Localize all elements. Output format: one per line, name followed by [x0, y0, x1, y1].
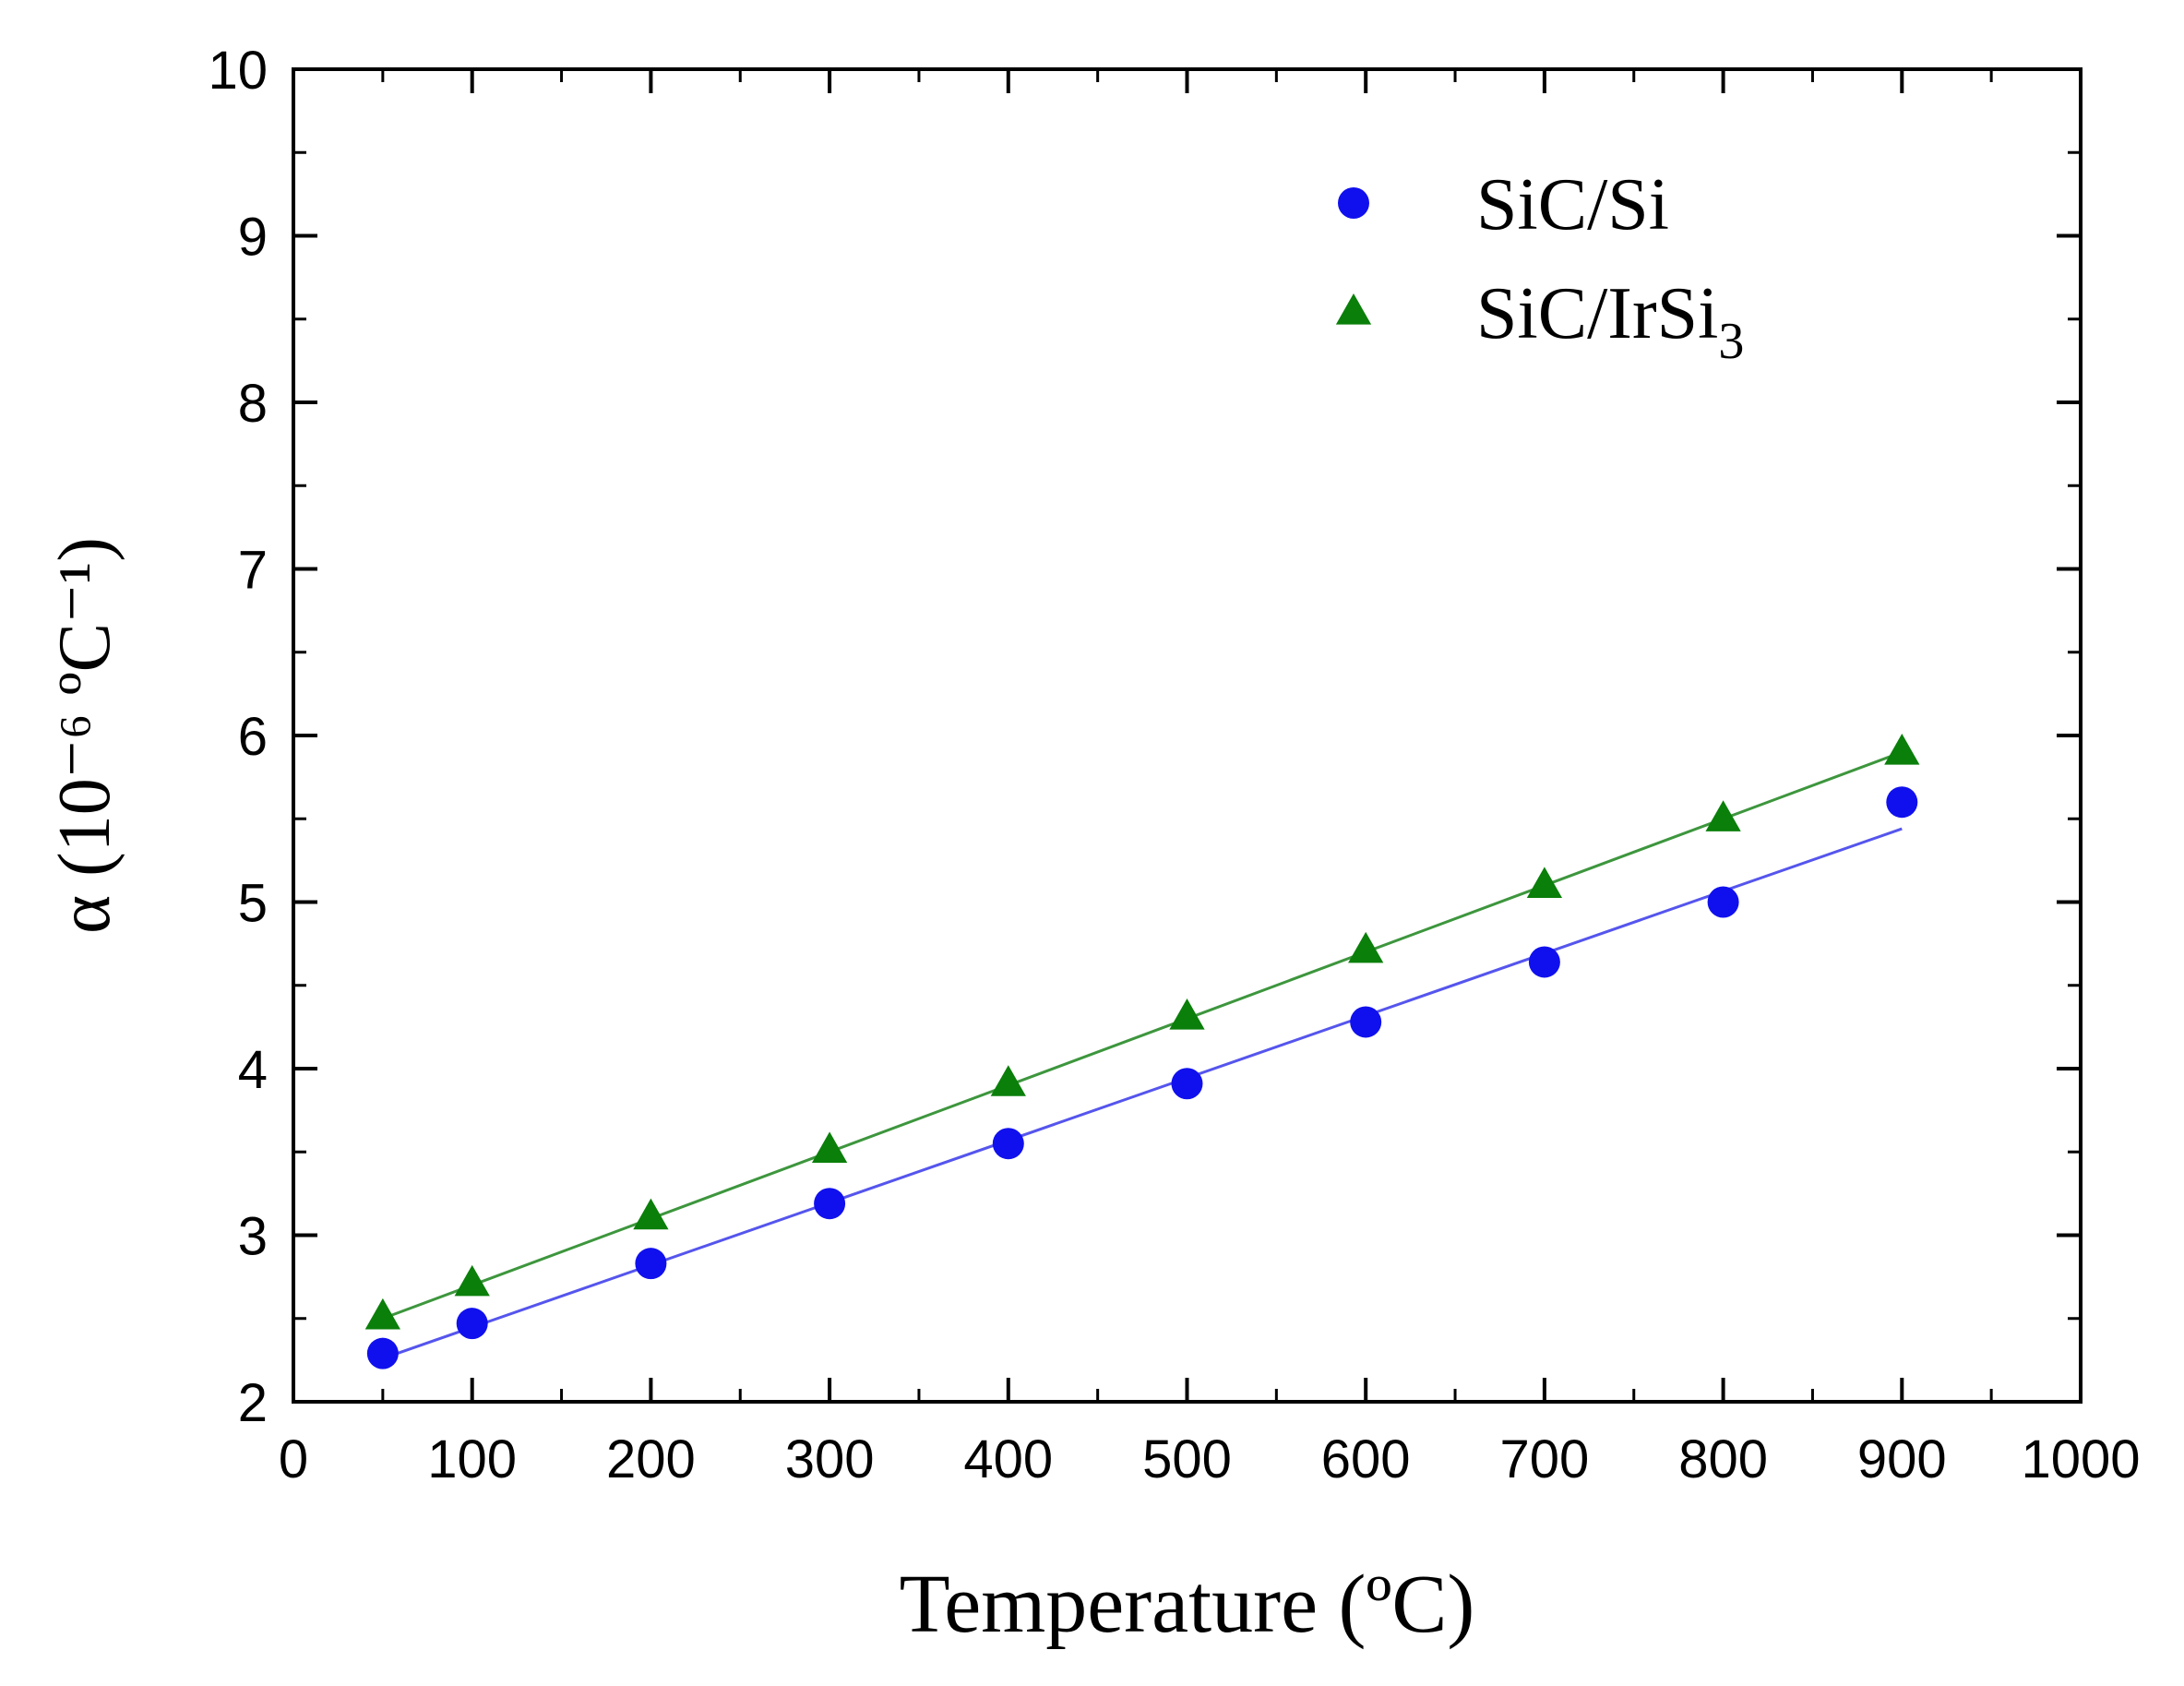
- data-point-sic-irsi3: [1348, 931, 1384, 963]
- data-point-sic-irsi3: [454, 1264, 490, 1297]
- data-point-sic-si: [1350, 1006, 1382, 1038]
- fit-line-sic-irsi3: [382, 750, 1903, 1321]
- y-tick-label: 9: [238, 208, 268, 268]
- x-tick-label: 300: [785, 1429, 875, 1489]
- x-tick-label: 0: [279, 1429, 308, 1489]
- x-tick-label: 600: [1321, 1429, 1411, 1489]
- data-point-sic-irsi3: [1169, 998, 1205, 1030]
- y-tick-label: 10: [208, 41, 268, 101]
- y-axis-title: α (10⁻⁶ ºC⁻¹): [44, 537, 125, 934]
- x-tick-label: 800: [1678, 1429, 1768, 1489]
- data-point-sic-si: [1171, 1068, 1203, 1100]
- data-point-sic-irsi3: [364, 1297, 400, 1330]
- x-tick-label: 100: [427, 1429, 517, 1489]
- data-point-sic-irsi3: [990, 1065, 1026, 1096]
- plot-frame: [292, 67, 2083, 1404]
- data-point-sic-si: [1707, 886, 1739, 918]
- data-point-sic-si: [814, 1188, 846, 1220]
- legend-marker-sic-irsi3: [1335, 293, 1372, 325]
- data-point-sic-si: [1886, 786, 1918, 819]
- data-point-sic-si: [992, 1128, 1024, 1160]
- x-tick-label: 900: [1857, 1429, 1947, 1489]
- y-tick-label: 5: [238, 874, 268, 934]
- x-tick-label: 700: [1500, 1429, 1590, 1489]
- y-tick-label: 2: [238, 1373, 268, 1433]
- x-tick-label: 400: [963, 1429, 1053, 1489]
- fit-line-sic-si: [382, 827, 1903, 1360]
- legend-label-sic-irsi3: SiC/IrSi3: [1476, 273, 1744, 370]
- y-tick-label: 8: [238, 374, 268, 434]
- data-point-sic-si: [635, 1248, 667, 1280]
- x-tick-label: 200: [606, 1429, 696, 1489]
- data-point-sic-si: [366, 1337, 399, 1369]
- x-tick-label: 500: [1142, 1429, 1232, 1489]
- y-axis-title-group: α (10⁻⁶ ºC⁻¹): [44, 537, 125, 934]
- data-point-sic-si: [1528, 946, 1560, 978]
- y-tick-label: 6: [238, 707, 268, 767]
- y-tick-label: 3: [238, 1207, 268, 1267]
- data-point-sic-si: [456, 1308, 488, 1340]
- data-point-sic-irsi3: [1884, 734, 1920, 765]
- y-tick-label: 4: [238, 1040, 268, 1100]
- data-point-sic-irsi3: [811, 1131, 848, 1164]
- x-tick-label: 1000: [2021, 1429, 2140, 1489]
- legend-label-sic-si: SiC/Si: [1476, 164, 1669, 245]
- legend-label-subscript: 3: [1718, 313, 1744, 370]
- data-point-sic-irsi3: [1705, 800, 1741, 831]
- y-tick-label: 7: [238, 541, 268, 601]
- legend-marker-sic-si: [1338, 187, 1369, 219]
- x-axis-title: Temperature (ºC): [900, 1559, 1475, 1650]
- data-point-sic-irsi3: [1526, 867, 1563, 899]
- data-point-sic-irsi3: [633, 1198, 669, 1230]
